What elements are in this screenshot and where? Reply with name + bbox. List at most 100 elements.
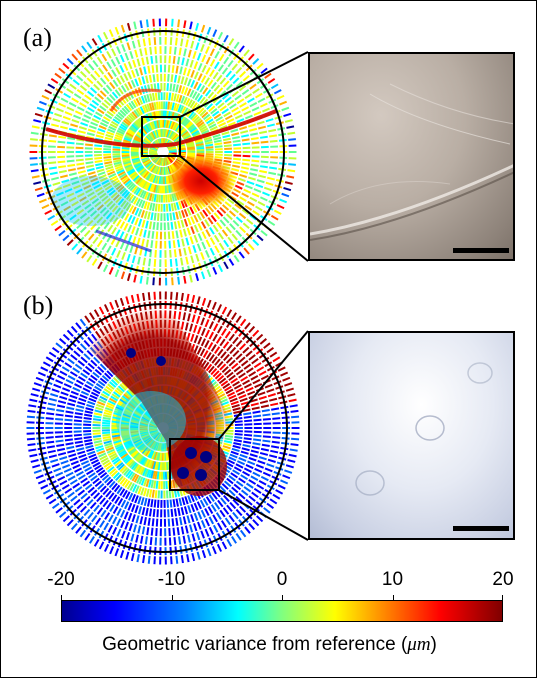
radial-trace-segment	[116, 270, 119, 277]
radial-trace-segment	[112, 59, 116, 66]
radial-trace-segment	[142, 220, 144, 227]
radial-trace-segment	[227, 101, 233, 106]
radial-trace-segment	[151, 56, 152, 64]
radial-trace-segment	[182, 293, 183, 301]
radial-trace-segment	[267, 464, 274, 467]
radial-trace-segment	[61, 392, 68, 395]
radial-trace-segment	[102, 432, 110, 433]
radial-trace-segment	[177, 202, 179, 209]
radial-trace-segment	[72, 120, 79, 123]
radial-trace-segment	[244, 248, 249, 254]
radial-trace-segment	[229, 334, 234, 340]
radial-trace-segment	[127, 532, 129, 540]
radial-trace-segment	[87, 256, 91, 262]
radial-trace-segment	[153, 277, 154, 285]
radial-trace-segment	[211, 49, 214, 56]
radial-trace-segment	[89, 64, 94, 70]
radial-trace-segment	[235, 115, 242, 118]
radial-trace-segment	[260, 339, 266, 344]
radial-trace-segment	[64, 384, 71, 387]
radial-trace-segment	[104, 265, 107, 272]
radial-trace-segment	[231, 133, 238, 135]
radial-trace-segment	[187, 208, 190, 215]
radial-trace-segment	[87, 78, 93, 83]
radial-trace-segment	[83, 481, 89, 486]
radial-trace-segment	[234, 440, 242, 441]
radial-trace-segment	[144, 39, 145, 47]
radial-trace-segment	[37, 108, 44, 111]
radial-trace-segment	[245, 527, 250, 533]
radial-trace-segment	[241, 319, 246, 325]
radial-trace-segment	[233, 78, 239, 83]
radial-trace-segment	[232, 91, 238, 96]
radial-trace-segment	[151, 240, 152, 248]
radial-trace-segment	[173, 84, 174, 92]
radial-trace-segment	[213, 30, 216, 37]
radial-trace-segment	[231, 452, 238, 455]
radial-trace-segment	[56, 410, 64, 411]
radial-trace-segment	[269, 168, 277, 169]
radial-trace-segment	[141, 20, 142, 28]
radial-trace-segment	[135, 218, 138, 225]
radial-trace-segment	[253, 412, 261, 413]
radial-trace-segment	[291, 439, 299, 440]
radial-trace-segment	[43, 362, 50, 366]
radial-trace-segment	[173, 231, 174, 239]
radial-trace-segment	[207, 353, 211, 360]
radial-trace-segment	[232, 405, 240, 407]
radial-trace-segment	[233, 470, 240, 474]
radial-trace-segment	[76, 380, 83, 384]
radial-trace-segment	[215, 51, 219, 58]
radial-trace-segment	[53, 183, 60, 185]
radial-trace-segment	[205, 78, 209, 85]
radial-trace-segment	[135, 495, 138, 502]
radial-trace-segment	[253, 380, 260, 384]
radial-trace-segment	[85, 443, 93, 445]
radial-trace-segment	[150, 489, 151, 497]
radial-trace-segment	[76, 406, 84, 408]
radial-trace-segment	[84, 440, 92, 441]
radial-trace-segment	[117, 220, 121, 227]
radial-trace-segment	[197, 532, 199, 540]
radial-trace-segment	[117, 519, 120, 526]
radial-trace-segment	[214, 225, 218, 231]
radial-trace-segment	[250, 103, 257, 107]
radial-trace-segment	[214, 213, 219, 219]
radial-trace-segment	[174, 94, 176, 102]
radial-trace-segment	[206, 68, 210, 75]
radial-trace-segment	[223, 542, 227, 549]
radial-trace-segment	[146, 537, 147, 545]
radial-trace-segment	[267, 389, 274, 392]
radial-trace-segment	[149, 38, 150, 46]
radial-trace-segment	[90, 537, 94, 544]
radial-trace-segment	[125, 522, 128, 529]
radial-trace-segment	[198, 74, 201, 81]
radial-trace-segment	[267, 124, 274, 126]
radial-trace-segment	[57, 406, 65, 408]
radial-trace-segment	[186, 40, 188, 48]
radial-trace-segment	[47, 408, 55, 409]
radial-trace-segment	[94, 493, 100, 499]
radial-trace-segment	[31, 170, 39, 171]
radial-trace-segment	[152, 65, 153, 73]
radial-trace-segment	[233, 351, 239, 357]
radial-trace-segment	[63, 117, 70, 120]
radial-trace-segment	[93, 416, 101, 417]
radial-trace-segment	[184, 68, 186, 75]
hotspot	[165, 153, 237, 209]
radial-trace-segment	[268, 460, 276, 462]
radial-trace-segment	[68, 454, 76, 456]
radial-trace-segment	[286, 126, 294, 127]
radial-trace-segment	[130, 245, 132, 252]
radial-trace-segment	[178, 57, 179, 65]
radial-trace-segment	[257, 367, 264, 371]
radial-trace-segment	[83, 434, 91, 435]
radial-trace-segment	[107, 246, 111, 253]
radial-trace-segment	[195, 513, 198, 520]
radial-trace-segment	[234, 467, 241, 471]
radial-trace-segment	[230, 211, 236, 216]
radial-trace-segment	[102, 420, 110, 421]
radial-trace-segment	[37, 194, 44, 197]
radial-trace-segment	[215, 62, 219, 69]
radial-trace-segment	[226, 518, 231, 525]
